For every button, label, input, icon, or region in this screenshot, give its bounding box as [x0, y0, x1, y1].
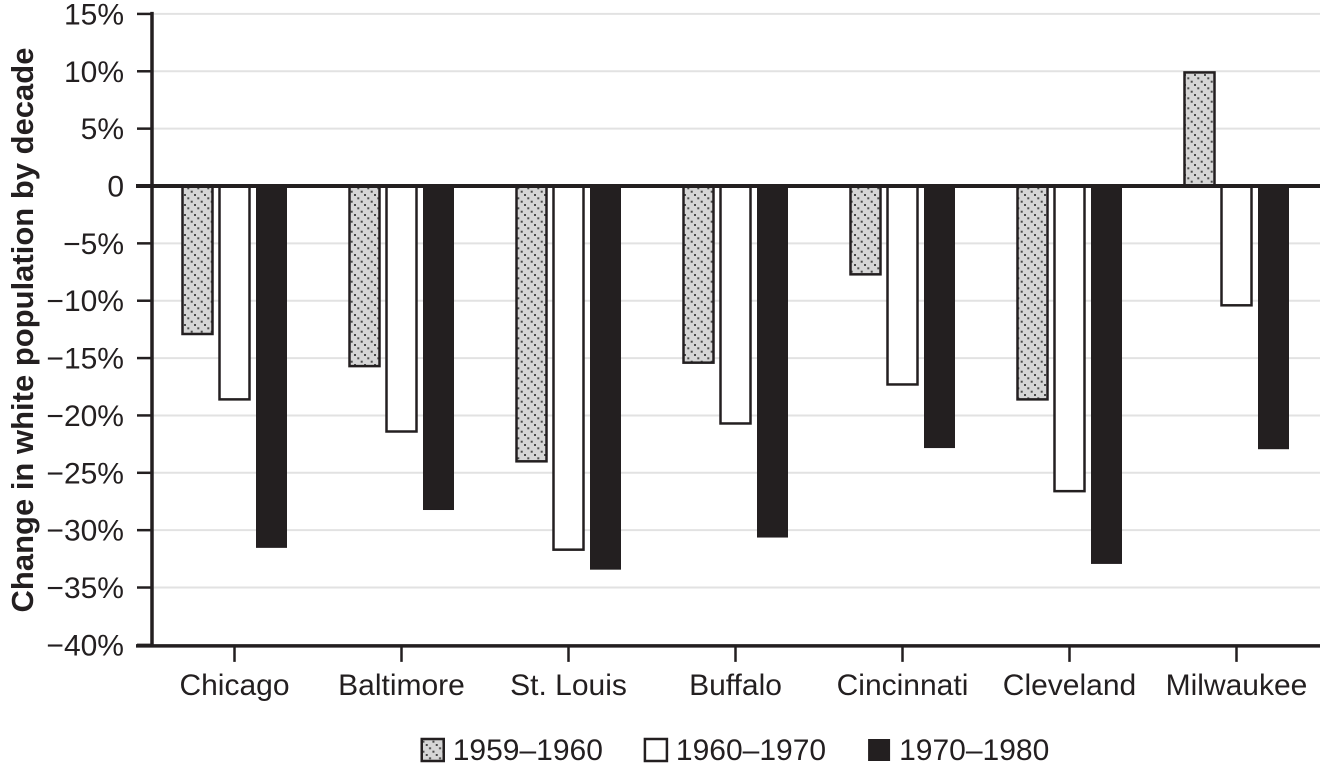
y-tick-label: 0 [107, 171, 124, 204]
y-tick-label: −30% [46, 515, 124, 548]
bar-1960-1970-buffalo [719, 184, 752, 425]
x-tick-label-st-louis: St. Louis [510, 669, 627, 702]
bars-layer [181, 71, 1289, 570]
y-tick-label: −35% [46, 572, 124, 605]
x-tick-label-milwaukee: Milwaukee [1166, 669, 1308, 702]
bar-1970-1980-cincinnati [924, 185, 955, 449]
bar-1970-1980-baltimore [423, 185, 454, 511]
legend-label-1959-1960: 1959–1960 [453, 734, 603, 767]
legend-label-1970-1980: 1970–1980 [899, 734, 1049, 767]
bar-1970-1980-buffalo [757, 185, 788, 538]
bar-1959-1960-baltimore [348, 184, 381, 368]
bar-1959-1960-chicago [181, 184, 214, 336]
y-tick-label: −5% [63, 228, 124, 261]
legend: 1959–1960 1960–1970 1970–1980 [420, 734, 1049, 767]
x-tick-label-chicago: Chicago [179, 669, 289, 702]
y-tick-label: −10% [46, 285, 124, 318]
bar-1970-1980-st-louis [590, 185, 621, 570]
legend-marker-1960-1970 [643, 737, 669, 763]
bar-1959-1960-buffalo [682, 184, 715, 364]
x-tick-label-baltimore: Baltimore [338, 669, 465, 702]
bar-1960-1970-milwaukee [1220, 184, 1253, 307]
y-tick-label: −20% [46, 400, 124, 433]
bar-1959-1960-milwaukee [1183, 71, 1216, 188]
y-axis-title: Change in white population by decade [5, 48, 40, 613]
y-tick-label: −25% [46, 457, 124, 490]
x-tick-label-cincinnati: Cincinnati [837, 669, 969, 702]
bar-1960-1970-cincinnati [886, 184, 919, 386]
y-tick-label: 5% [81, 113, 124, 146]
bar-1960-1970-cleveland [1053, 184, 1086, 493]
x-tick-label-buffalo: Buffalo [689, 669, 782, 702]
x-tick-label-cleveland: Cleveland [1003, 669, 1136, 702]
bar-1959-1960-cleveland [1016, 184, 1049, 401]
axis-labels-layer: 15% 10% 5% 0 −5% −10% −15% −20% −25% −30% −35% −40%… [46, 0, 1307, 702]
axes-layer [136, 11, 1320, 648]
bar-1970-1980-milwaukee [1258, 185, 1289, 450]
y-tick-label: 15% [64, 0, 124, 31]
y-tick-label: −15% [46, 343, 124, 376]
legend-label-1960-1970: 1960–1970 [676, 734, 826, 767]
legend-marker-1970-1980 [868, 739, 891, 761]
bar-1960-1970-chicago [218, 184, 251, 401]
bar-1960-1970-st-louis [552, 184, 585, 551]
legend-marker-1959-1960 [420, 737, 445, 763]
bar-1959-1960-st-louis [515, 184, 548, 463]
bar-1960-1970-baltimore [385, 184, 418, 433]
bar-1970-1980-cleveland [1091, 185, 1122, 564]
y-tick-label: 10% [64, 56, 124, 89]
bar-1970-1980-chicago [256, 185, 287, 548]
y-tick-label: −40% [46, 629, 124, 662]
bar-1959-1960-cincinnati [849, 184, 882, 276]
